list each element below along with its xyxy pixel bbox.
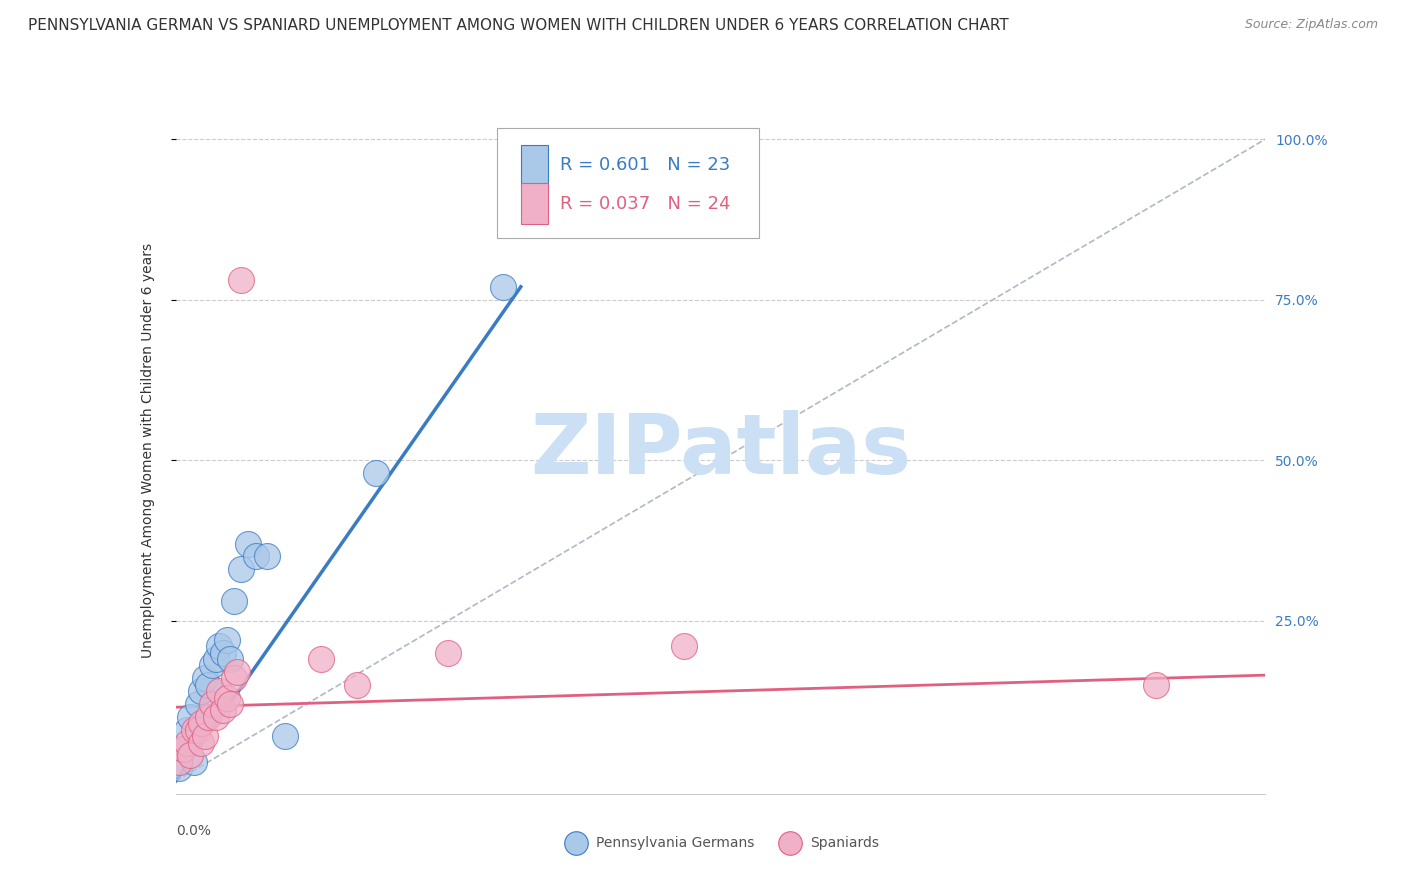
- Point: [245, 549, 267, 564]
- Point: [238, 536, 260, 550]
- Point: [274, 729, 297, 743]
- Point: [190, 735, 212, 749]
- Point: [179, 748, 201, 763]
- FancyBboxPatch shape: [498, 128, 759, 237]
- Point: [208, 684, 231, 698]
- Point: [437, 646, 460, 660]
- Point: [364, 466, 387, 480]
- Point: [190, 684, 212, 698]
- Point: [673, 639, 696, 653]
- Point: [183, 755, 205, 769]
- Point: [492, 279, 515, 293]
- FancyBboxPatch shape: [522, 145, 548, 186]
- Text: R = 0.037   N = 24: R = 0.037 N = 24: [561, 194, 731, 213]
- Point: [208, 639, 231, 653]
- Point: [256, 549, 278, 564]
- Text: ZIPatlas: ZIPatlas: [530, 410, 911, 491]
- Text: Source: ZipAtlas.com: Source: ZipAtlas.com: [1244, 18, 1378, 31]
- Point: [169, 755, 191, 769]
- Point: [169, 761, 191, 775]
- Point: [231, 273, 253, 287]
- Point: [215, 632, 238, 647]
- Text: R = 0.601   N = 23: R = 0.601 N = 23: [561, 156, 731, 174]
- Point: [190, 716, 212, 731]
- Text: 0.0%: 0.0%: [176, 824, 211, 838]
- Point: [176, 723, 198, 737]
- Point: [212, 646, 235, 660]
- Point: [231, 562, 253, 576]
- Point: [204, 710, 226, 724]
- Point: [309, 652, 332, 666]
- Text: PENNSYLVANIA GERMAN VS SPANIARD UNEMPLOYMENT AMONG WOMEN WITH CHILDREN UNDER 6 Y: PENNSYLVANIA GERMAN VS SPANIARD UNEMPLOY…: [28, 18, 1010, 33]
- Point: [204, 652, 226, 666]
- Point: [226, 665, 249, 679]
- Point: [219, 652, 242, 666]
- Point: [186, 697, 209, 711]
- Point: [194, 671, 217, 685]
- Point: [346, 678, 368, 692]
- Legend: Pennsylvania Germans, Spaniards: Pennsylvania Germans, Spaniards: [557, 830, 884, 855]
- Point: [176, 735, 198, 749]
- Y-axis label: Unemployment Among Women with Children Under 6 years: Unemployment Among Women with Children U…: [141, 243, 155, 658]
- Point: [197, 678, 219, 692]
- Point: [183, 723, 205, 737]
- FancyBboxPatch shape: [522, 183, 548, 225]
- Point: [219, 697, 242, 711]
- Point: [172, 742, 194, 756]
- Point: [222, 594, 245, 608]
- Point: [197, 710, 219, 724]
- Point: [1146, 678, 1168, 692]
- Point: [172, 742, 194, 756]
- Point: [179, 710, 201, 724]
- Point: [194, 729, 217, 743]
- Point: [212, 703, 235, 717]
- Point: [215, 690, 238, 705]
- Point: [201, 697, 224, 711]
- Point: [222, 671, 245, 685]
- Point: [186, 723, 209, 737]
- Point: [201, 658, 224, 673]
